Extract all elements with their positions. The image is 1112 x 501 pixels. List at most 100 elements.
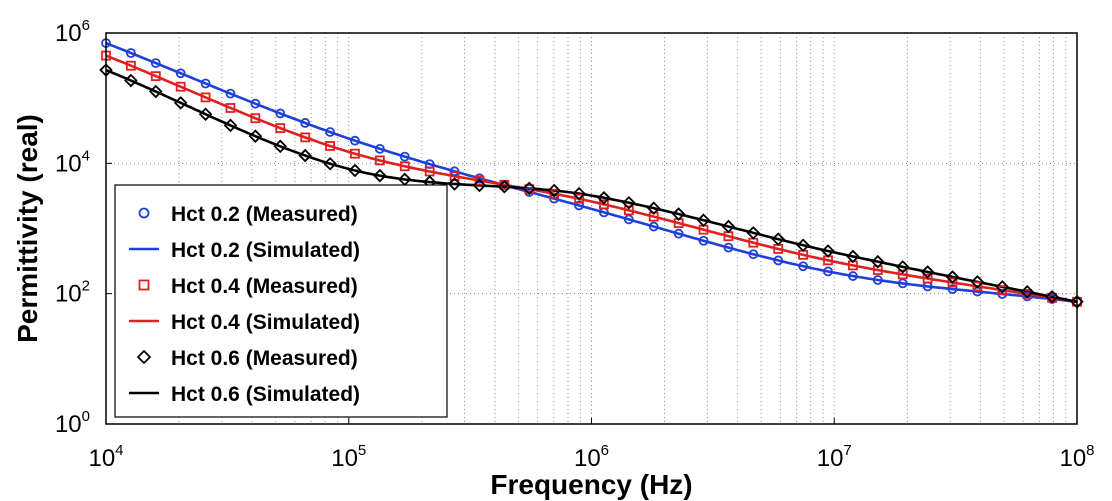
data-point — [125, 60, 136, 71]
data-point — [447, 177, 462, 191]
data-point — [325, 127, 335, 137]
x-tick-label: 107 — [817, 442, 852, 472]
data-point — [696, 213, 711, 227]
data-point — [895, 260, 910, 274]
data-point — [300, 132, 311, 143]
data-point — [673, 228, 684, 239]
data-point — [897, 269, 908, 280]
data-point — [300, 118, 311, 128]
data-point — [497, 180, 512, 194]
data-point — [250, 98, 261, 109]
data-point — [871, 254, 885, 269]
data-point — [821, 244, 835, 258]
data-point — [646, 201, 661, 215]
x-tick-label: 105 — [331, 442, 366, 472]
legend-label: Hct 0.6 (Simulated) — [171, 383, 360, 406]
data-point — [175, 81, 186, 92]
x-tick-label: 104 — [88, 442, 123, 472]
legend-label: Hct 0.4 (Measured) — [171, 275, 358, 298]
data-point — [723, 242, 734, 253]
y-tick-label: 106 — [55, 17, 90, 47]
data-point — [698, 235, 709, 246]
data-point — [549, 193, 560, 204]
legend-marker-swatch — [136, 349, 152, 365]
data-point — [273, 139, 288, 154]
data-point — [373, 168, 387, 183]
data-point — [848, 271, 858, 281]
x-axis-ticks: 104 105 106 107 108 — [88, 418, 1095, 472]
data-point — [124, 73, 138, 88]
data-point — [1045, 290, 1059, 304]
legend-item: Hct 0.2 (Simulated) — [129, 239, 360, 262]
data-point — [995, 280, 1010, 294]
data-point — [474, 175, 485, 186]
legend-item: Hct 0.6 (Simulated) — [129, 383, 360, 406]
data-point — [449, 171, 460, 182]
data-point — [522, 181, 537, 196]
data-point — [348, 163, 362, 178]
y-axis-ticks: 100 102 104 106 — [55, 17, 112, 438]
legend-box — [114, 184, 448, 418]
x-tick-label: 106 — [574, 442, 609, 472]
data-point — [275, 123, 286, 133]
data-point — [771, 232, 786, 246]
data-point — [597, 191, 611, 205]
legend-marker-swatch — [138, 207, 150, 219]
data-point — [275, 108, 286, 119]
data-point — [175, 68, 186, 79]
data-point — [599, 199, 609, 210]
series-line — [105, 54, 1078, 304]
data-point — [773, 255, 784, 266]
legend-label: Hct 0.2 (Simulated) — [171, 239, 360, 262]
data-point — [623, 214, 634, 225]
data-point — [225, 88, 236, 99]
legend: Hct 0.2 (Measured) Hct 0.2 (Simulated) Hct… — [114, 184, 448, 418]
y-tick-label: 100 — [55, 408, 90, 438]
legend-label: Hct 0.6 (Measured) — [171, 347, 358, 370]
data-point — [798, 261, 809, 272]
data-point — [549, 188, 560, 199]
data-point — [350, 148, 360, 159]
data-point — [472, 178, 487, 193]
legend-item: Hct 0.4 (Measured) — [138, 275, 358, 298]
data-point — [574, 200, 584, 211]
data-point — [149, 84, 163, 99]
data-point — [200, 92, 211, 103]
data-point — [225, 103, 236, 113]
legend-marker-swatch — [138, 279, 150, 291]
data-point — [298, 148, 312, 163]
series-line — [105, 68, 1078, 304]
data-point — [972, 281, 983, 292]
legend-item: Hct 0.6 (Measured) — [136, 347, 358, 370]
data-point — [200, 78, 211, 89]
legend-label: Hct 0.2 (Measured) — [171, 203, 358, 226]
x-axis-label: Frequency (Hz) — [490, 469, 692, 500]
data-point — [572, 186, 586, 201]
legend-label: Hct 0.4 (Simulated) — [171, 311, 360, 334]
data-point — [248, 129, 263, 143]
data-point — [399, 151, 410, 162]
data-point — [374, 143, 385, 154]
series-markers — [101, 50, 1082, 307]
data-point — [796, 238, 810, 253]
data-point — [574, 193, 584, 204]
data-point — [945, 270, 960, 284]
data-point — [872, 275, 883, 285]
data-point — [920, 265, 935, 279]
y-tick-label: 104 — [55, 147, 90, 177]
y-axis-label: Permittivity (real) — [12, 114, 43, 343]
data-point — [150, 58, 161, 68]
data-point — [897, 278, 908, 289]
data-point — [648, 221, 659, 232]
data-point — [325, 141, 335, 151]
data-point — [721, 219, 736, 234]
data-point — [399, 161, 410, 172]
data-point — [746, 226, 761, 240]
series-line — [105, 41, 1078, 304]
data-point — [947, 284, 958, 294]
data-point — [671, 207, 686, 221]
data-point — [198, 107, 213, 121]
x-tick-label: 108 — [1059, 442, 1094, 472]
data-point — [947, 277, 958, 288]
